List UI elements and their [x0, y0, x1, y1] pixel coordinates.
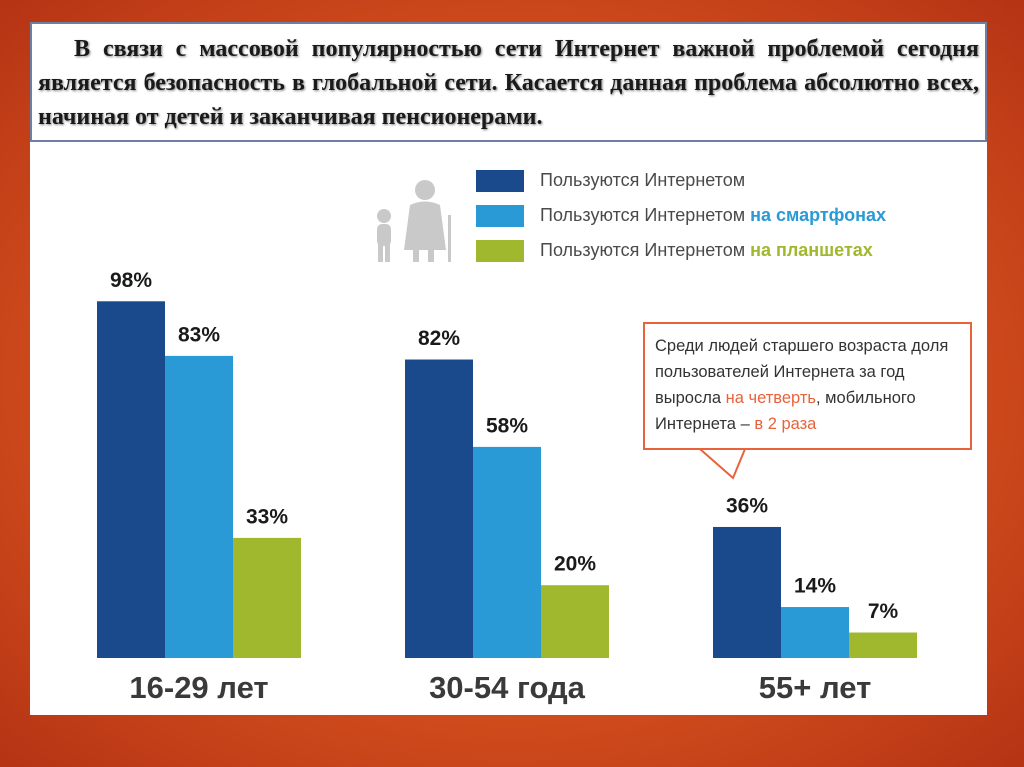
- category-label: 16-29 лет: [129, 670, 268, 705]
- bar: [713, 526, 781, 658]
- legend-label: Пользуются Интернетом на смартфонах: [540, 205, 886, 225]
- value-label: 82%: [418, 327, 460, 350]
- bar: [541, 585, 609, 658]
- callout-text: , мобильного Интернета –: [655, 389, 921, 433]
- category-label: 55+ лет: [759, 670, 872, 705]
- legend-label: Пользуются Интернетом на планшетах: [540, 240, 873, 260]
- bar: [97, 301, 165, 658]
- bar: [781, 607, 849, 658]
- bar: [473, 446, 541, 658]
- value-label: 98%: [110, 269, 152, 292]
- value-label: 7%: [868, 600, 899, 623]
- people-icon: [377, 180, 451, 262]
- callout-text: на четверть: [725, 389, 817, 407]
- bar: [849, 632, 917, 658]
- bar: [233, 537, 301, 658]
- callout-text: Среди людей старшего возраста доля польз…: [655, 337, 953, 407]
- value-label: 20%: [554, 553, 596, 576]
- callout: Среди людей старшего возраста доля польз…: [643, 322, 972, 450]
- value-label: 14%: [794, 575, 836, 598]
- legend-swatch: [476, 170, 524, 192]
- bar: [165, 355, 233, 658]
- callout-pointer: [699, 448, 746, 480]
- value-label: 36%: [726, 495, 768, 518]
- value-label: 58%: [486, 414, 528, 437]
- legend-label: Пользуются Интернетом: [540, 170, 745, 190]
- header-text: В связи с массовой популярностью сети Ин…: [30, 22, 987, 142]
- bar: [405, 359, 473, 658]
- value-label: 33%: [246, 505, 288, 528]
- callout-text: в 2 раза: [754, 415, 817, 433]
- legend-swatch: [476, 205, 524, 227]
- legend-swatch: [476, 240, 524, 262]
- value-label: 83%: [178, 323, 220, 346]
- category-label: 30-54 года: [429, 670, 586, 705]
